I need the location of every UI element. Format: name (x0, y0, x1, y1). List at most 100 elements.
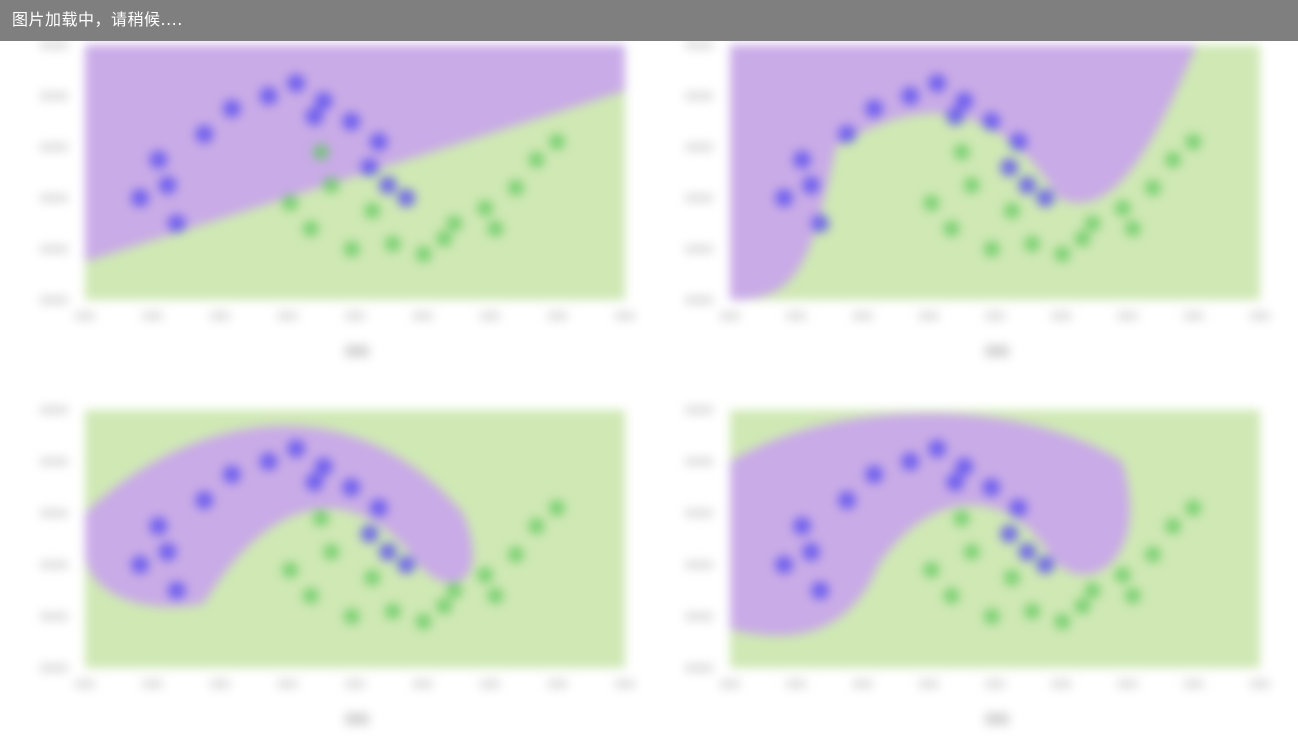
class-b-point (1114, 567, 1131, 584)
class-b-point (364, 202, 381, 219)
class-b-point (446, 215, 463, 232)
class-a-point (397, 189, 416, 207)
class-a-point (802, 542, 821, 561)
class-a-point (314, 457, 333, 476)
x-tick-mark (277, 680, 298, 688)
x-tick-mark (1051, 680, 1072, 688)
x-tick-mark (1183, 680, 1204, 688)
x-tick-mark (1117, 312, 1138, 320)
decision-region (730, 413, 1130, 636)
class-a-point (360, 524, 379, 543)
loading-message: 图片加载中，请稍候.... (12, 10, 183, 29)
y-tick-mark (40, 92, 68, 100)
class-b-point (1114, 200, 1131, 217)
y-tick-mark (40, 143, 68, 151)
class-b-point (282, 195, 299, 212)
class-b-point (1054, 246, 1071, 263)
class-b-point (487, 587, 504, 604)
y-tick-mark (685, 612, 713, 621)
class-b-point (1054, 613, 1071, 630)
y-tick-mark (40, 406, 68, 414)
x-tick-mark (1250, 312, 1270, 320)
class-a-point (131, 555, 150, 574)
y-tick-mark (685, 194, 713, 202)
class-a-point (287, 439, 306, 458)
class-b-point (943, 220, 960, 237)
class-b-point (1024, 603, 1041, 620)
x-tick-mark (985, 680, 1005, 688)
class-a-point (360, 158, 379, 177)
class-b-point (1084, 582, 1101, 599)
class-a-point (342, 478, 361, 497)
x-tick-mark (345, 312, 365, 320)
y-tick-mark (40, 612, 68, 621)
x-tick-mark (75, 312, 95, 320)
class-b-point (384, 603, 401, 620)
x-tick-mark (480, 312, 500, 320)
class-b-point (953, 510, 970, 527)
x-tick-mark (210, 680, 230, 688)
x-tick-mark (547, 680, 568, 688)
x-tick-mark (918, 680, 939, 688)
y-tick-mark (685, 457, 713, 466)
class-b-point (436, 230, 453, 247)
class-a-point (149, 517, 168, 536)
class-a-point (1036, 189, 1055, 207)
class-b-point (312, 144, 329, 161)
class-b-point (507, 179, 524, 196)
class-b-point (983, 241, 1000, 257)
x-tick-mark (852, 680, 873, 688)
class-a-point (222, 465, 241, 484)
y-tick-mark (40, 296, 68, 304)
y-tick-mark (685, 296, 713, 304)
x-tick-mark (852, 312, 873, 320)
class-b-point (282, 561, 299, 578)
class-b-point (1003, 569, 1020, 586)
y-tick-mark (40, 560, 68, 569)
class-a-point (811, 214, 830, 233)
x-axis-label-blob (345, 713, 369, 725)
x-tick-mark (412, 312, 433, 320)
loading-banner: 图片加载中，请稍候.... (0, 0, 1298, 41)
class-a-point (342, 112, 361, 131)
x-tick-mark (277, 312, 298, 320)
class-a-point (158, 176, 177, 195)
class-b-point (1165, 151, 1182, 168)
class-b-point (507, 546, 524, 563)
class-b-point (548, 500, 565, 517)
class-a-point (865, 99, 884, 118)
class-a-point (928, 439, 947, 458)
x-tick-mark (720, 680, 740, 688)
class-b-point (1024, 235, 1041, 252)
class-a-point (1009, 132, 1028, 151)
class-a-point (901, 87, 920, 105)
y-tick-mark (685, 406, 713, 414)
y-tick-mark (685, 92, 713, 100)
class-a-point (982, 478, 1001, 497)
class-a-point (928, 74, 947, 93)
class-b-point (302, 220, 319, 237)
class-b-point (1074, 230, 1091, 247)
class-a-point (802, 176, 821, 195)
y-tick-mark (40, 664, 68, 672)
class-a-point (775, 189, 794, 207)
x-tick-mark (786, 312, 807, 320)
class-b-point (1185, 500, 1202, 517)
class-b-point (1144, 179, 1161, 196)
class-b-point (415, 613, 432, 630)
y-tick-mark (40, 457, 68, 466)
class-a-point (946, 473, 965, 492)
class-a-point (378, 542, 397, 561)
class-b-point (1124, 220, 1141, 237)
class-a-point (222, 99, 241, 118)
class-b-point (963, 177, 980, 194)
class-a-point (259, 87, 278, 105)
class-a-point (397, 555, 416, 574)
class-a-point (167, 214, 186, 233)
decision-region (85, 425, 473, 607)
y-tick-mark (685, 664, 713, 672)
class-b-point (943, 587, 960, 604)
y-tick-mark (685, 509, 713, 518)
y-tick-mark (685, 245, 713, 253)
y-tick-mark (40, 245, 68, 253)
